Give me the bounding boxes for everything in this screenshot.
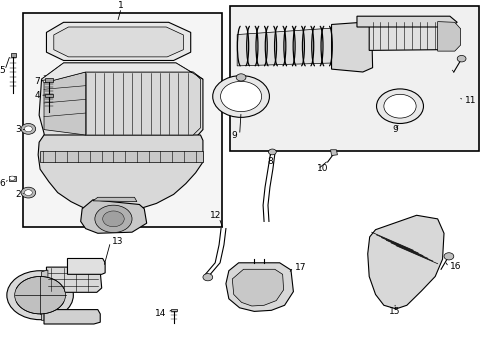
Text: 2: 2 bbox=[15, 190, 20, 199]
Polygon shape bbox=[437, 22, 460, 51]
Polygon shape bbox=[232, 269, 283, 306]
Text: 9: 9 bbox=[230, 130, 236, 139]
Polygon shape bbox=[237, 28, 332, 66]
Polygon shape bbox=[76, 72, 200, 135]
Polygon shape bbox=[41, 63, 203, 83]
Text: 15: 15 bbox=[388, 307, 400, 316]
Text: 10: 10 bbox=[316, 164, 328, 173]
Polygon shape bbox=[330, 150, 337, 156]
Circle shape bbox=[24, 190, 32, 195]
Polygon shape bbox=[46, 267, 102, 292]
Polygon shape bbox=[67, 258, 105, 274]
Circle shape bbox=[220, 81, 261, 112]
Text: 7: 7 bbox=[34, 77, 40, 85]
Circle shape bbox=[95, 205, 132, 233]
Text: 13: 13 bbox=[111, 238, 123, 247]
Polygon shape bbox=[44, 310, 100, 324]
Circle shape bbox=[236, 74, 245, 81]
Polygon shape bbox=[81, 200, 146, 233]
Circle shape bbox=[21, 187, 36, 198]
Text: 1: 1 bbox=[118, 1, 124, 10]
Polygon shape bbox=[170, 309, 176, 311]
Circle shape bbox=[15, 276, 65, 314]
Bar bbox=[23, 13, 222, 227]
Polygon shape bbox=[225, 263, 293, 311]
Text: 6: 6 bbox=[0, 179, 5, 188]
Polygon shape bbox=[39, 63, 203, 171]
Text: 12: 12 bbox=[209, 211, 221, 220]
Circle shape bbox=[268, 149, 276, 155]
Polygon shape bbox=[45, 78, 53, 82]
Polygon shape bbox=[54, 27, 183, 57]
Circle shape bbox=[456, 55, 465, 62]
Polygon shape bbox=[40, 151, 203, 162]
Polygon shape bbox=[45, 94, 53, 97]
Circle shape bbox=[443, 253, 453, 260]
Text: 8: 8 bbox=[267, 157, 273, 166]
Polygon shape bbox=[11, 53, 16, 57]
Circle shape bbox=[102, 211, 124, 227]
Text: 5: 5 bbox=[0, 66, 5, 75]
Circle shape bbox=[212, 76, 269, 117]
Polygon shape bbox=[331, 22, 372, 72]
Polygon shape bbox=[46, 22, 190, 60]
Bar bbox=[229, 6, 478, 151]
Circle shape bbox=[9, 176, 15, 180]
Text: 14: 14 bbox=[155, 309, 166, 318]
Text: 3: 3 bbox=[15, 125, 20, 134]
Polygon shape bbox=[368, 20, 445, 50]
Circle shape bbox=[203, 274, 212, 281]
Polygon shape bbox=[41, 270, 48, 320]
Polygon shape bbox=[93, 197, 137, 202]
Text: 4: 4 bbox=[34, 91, 40, 100]
Polygon shape bbox=[356, 16, 456, 27]
Polygon shape bbox=[38, 135, 203, 212]
Circle shape bbox=[21, 123, 36, 134]
Circle shape bbox=[376, 89, 423, 123]
Circle shape bbox=[383, 94, 415, 118]
Text: 16: 16 bbox=[449, 262, 461, 271]
Text: 9: 9 bbox=[391, 125, 397, 134]
Polygon shape bbox=[367, 215, 443, 309]
Polygon shape bbox=[44, 72, 85, 135]
Polygon shape bbox=[9, 176, 16, 181]
Circle shape bbox=[7, 271, 73, 320]
Text: 17: 17 bbox=[295, 263, 306, 271]
Circle shape bbox=[24, 126, 32, 132]
Text: 11: 11 bbox=[464, 95, 475, 104]
